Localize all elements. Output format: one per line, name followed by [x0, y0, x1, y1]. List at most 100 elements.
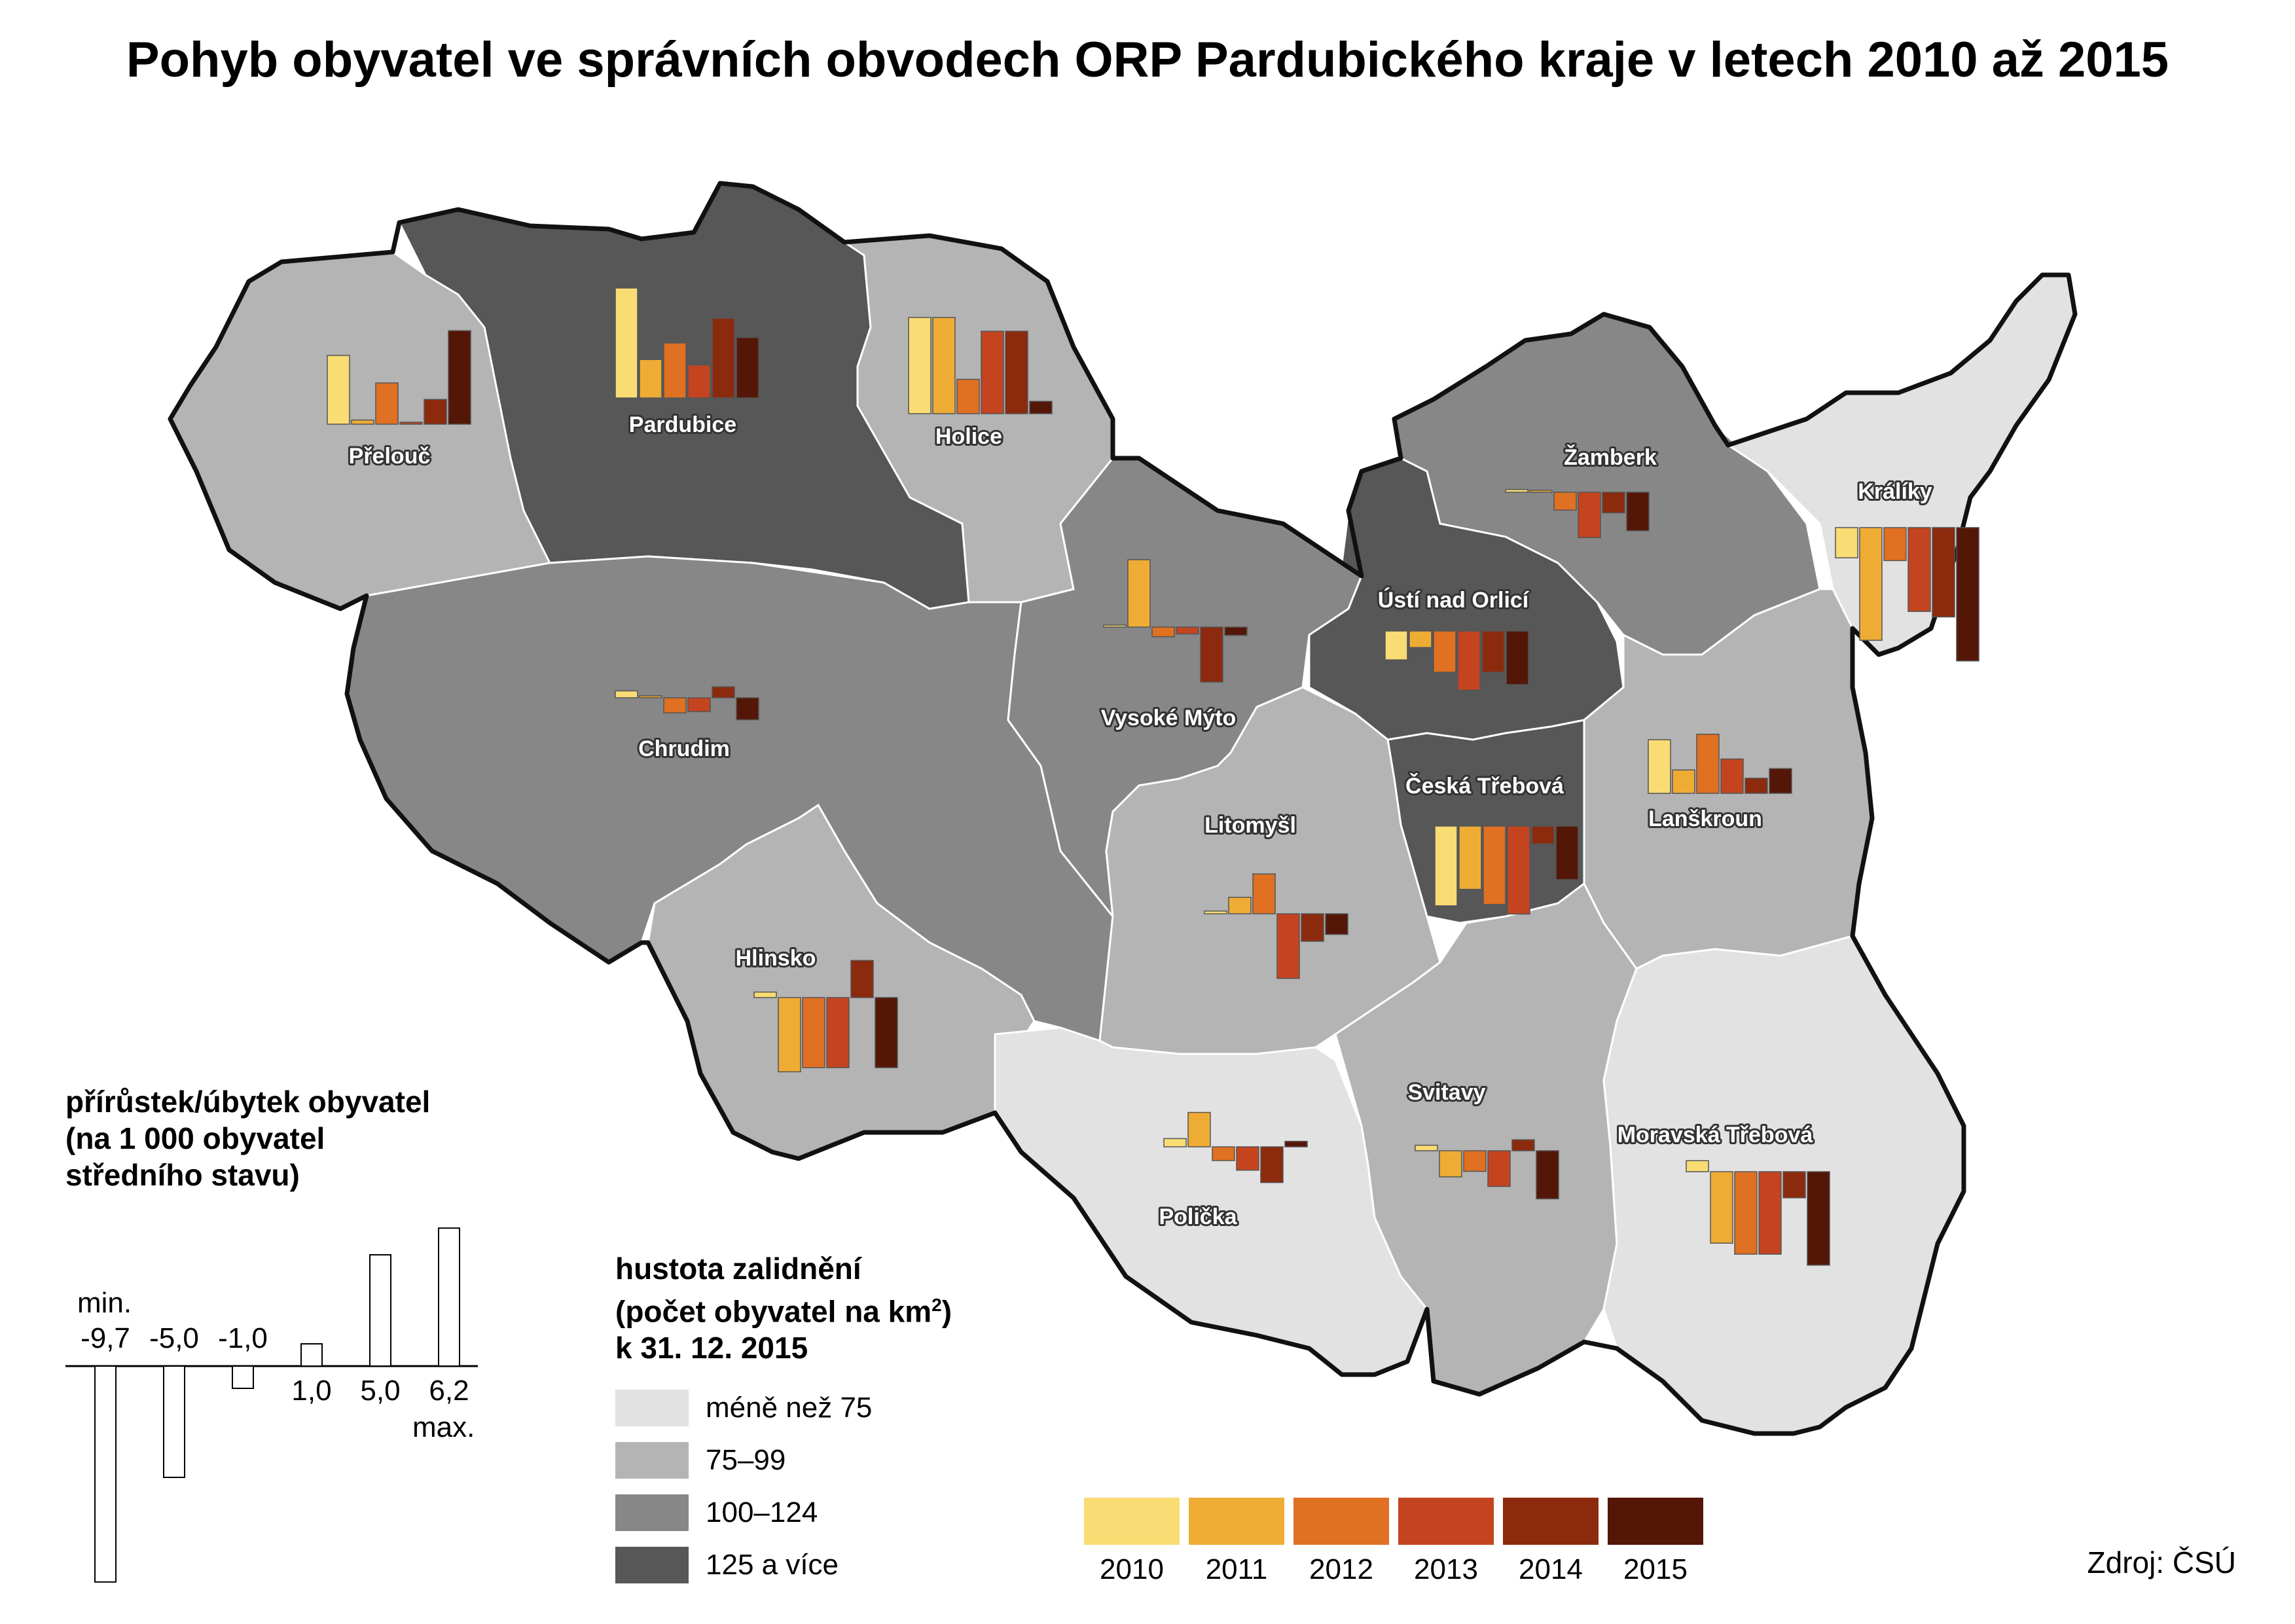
label-zamberk: Žamberk [1564, 445, 1657, 470]
bar-zamberk-2010 [1505, 489, 1528, 493]
bar-svitavy-2014 [1511, 1139, 1535, 1151]
bar-zamberk-2015 [1626, 492, 1650, 532]
bar-policka-2012 [1212, 1146, 1235, 1161]
year-legend: 2010 2011 2012 2013 2014 2015 [1084, 1498, 1703, 1585]
bar-lanskroun-2012 [1696, 733, 1720, 794]
bar-policka-2011 [1187, 1111, 1211, 1147]
bar-litomysl-2014 [1301, 913, 1324, 942]
legend-bar-label-0: -9,7 [81, 1322, 130, 1354]
bar-lanskroun-2010 [1648, 739, 1671, 794]
density-swatch-lt75 [615, 1390, 689, 1426]
label-pardubice: Pardubice [629, 412, 736, 437]
bar-zamberk-2011 [1529, 490, 1553, 493]
bar-moravska-trebova-2012 [1734, 1171, 1758, 1255]
bar-prelouc-2011 [351, 419, 374, 425]
legend-bar-5 [438, 1227, 460, 1367]
bar-scale-legend: -9,7 -5,0 -1,0 1,0 5,0 6,2 min. max. [65, 1227, 478, 1583]
bar-chart-ceska-trebova [1434, 825, 1579, 915]
bar-chart-holice [908, 317, 1053, 414]
bar-vysoke-myto-2014 [1200, 626, 1223, 683]
bar-chart-chrudim [615, 686, 759, 721]
bar-svitavy-2010 [1415, 1144, 1438, 1151]
bar-chrudim-2012 [663, 697, 687, 713]
year-swatch-2015 [1608, 1498, 1703, 1545]
label-policka: Polička [1159, 1204, 1237, 1229]
bar-holice-2015 [1029, 401, 1053, 414]
year-label-2012: 2012 [1309, 1553, 1373, 1585]
bar-usti-nad-orlici-2012 [1433, 630, 1456, 673]
density-swatch-100-124 [615, 1494, 689, 1531]
legend-bar-0 [94, 1365, 117, 1583]
bar-litomysl-2011 [1228, 897, 1252, 914]
legend-bars-title-line2: (na 1 000 obyvatel [65, 1121, 325, 1155]
legend-bar-3 [300, 1343, 323, 1367]
bar-kraliky-2012 [1883, 527, 1907, 562]
bar-prelouc-2015 [448, 330, 471, 425]
density-label-75-99: 75–99 [706, 1444, 786, 1476]
bar-kraliky-2015 [1956, 527, 1979, 662]
bar-ceska-trebova-2011 [1458, 825, 1482, 890]
bar-litomysl-2012 [1252, 873, 1276, 914]
legend-max-label: max. [412, 1411, 475, 1443]
bar-prelouc-2010 [327, 355, 350, 425]
bar-usti-nad-orlici-2010 [1384, 630, 1408, 660]
bar-chrudim-2011 [639, 695, 662, 698]
bar-policka-2014 [1260, 1146, 1284, 1183]
bar-prelouc-2013 [399, 422, 423, 425]
legend-bar-label-3: 1,0 [291, 1375, 331, 1407]
bar-zamberk-2014 [1602, 492, 1625, 514]
legend-density-title-line3: k 31. 12. 2015 [615, 1331, 808, 1365]
bar-chrudim-2015 [736, 697, 759, 721]
label-vysoke-myto: Vysoké Mýto [1101, 706, 1237, 731]
bar-policka-2015 [1284, 1140, 1308, 1147]
bar-ceska-trebova-2010 [1434, 825, 1458, 907]
regions-layer [169, 182, 2076, 1435]
bar-usti-nad-orlici-2013 [1457, 630, 1481, 691]
label-kraliky: Králíky [1858, 479, 1932, 504]
label-holice: Holice [935, 424, 1002, 449]
bar-chart-lanskroun [1648, 733, 1792, 794]
bar-policka-2010 [1163, 1138, 1187, 1147]
density-label-125plus: 125 a více [706, 1549, 839, 1581]
bar-kraliky-2010 [1835, 527, 1858, 558]
bar-chart-svitavy [1415, 1139, 1559, 1200]
bar-vysoke-myto-2010 [1103, 624, 1127, 628]
bar-svitavy-2013 [1487, 1150, 1511, 1187]
label-prelouc: Přelouč [349, 444, 431, 469]
bar-holice-2010 [908, 317, 931, 414]
label-lanskroun: Lanškroun [1648, 806, 1762, 831]
density-legend: méně než 75 75–99 100–124 125 a více [615, 1390, 872, 1583]
bar-vysoke-myto-2015 [1224, 626, 1248, 636]
density-label-lt75: méně než 75 [706, 1392, 872, 1424]
bar-prelouc-2014 [424, 399, 447, 425]
density-swatch-75-99 [615, 1442, 689, 1479]
legend-bar-1 [163, 1365, 185, 1478]
year-label-2014: 2014 [1519, 1553, 1583, 1585]
label-usti: Ústí nad Orlicí [1378, 588, 1530, 613]
year-swatch-2010 [1084, 1498, 1180, 1545]
bar-pardubice-2013 [687, 364, 711, 399]
bar-ceska-trebova-2013 [1507, 825, 1530, 915]
legend-bars-title-line3: středního stavu) [65, 1158, 300, 1192]
legend-min-label: min. [77, 1287, 132, 1319]
bar-chart-moravska-trebova [1686, 1160, 1830, 1266]
bar-chart-vysoke-myto [1103, 559, 1248, 683]
bar-pardubice-2015 [736, 336, 759, 399]
bar-ceska-trebova-2012 [1483, 825, 1506, 905]
bar-holice-2014 [1005, 331, 1028, 414]
year-swatch-2012 [1293, 1498, 1389, 1545]
kraj-outline [168, 181, 2078, 1436]
label-svitavy: Svitavy [1407, 1080, 1485, 1105]
bar-lanskroun-2013 [1720, 758, 1744, 794]
bar-litomysl-2010 [1204, 911, 1227, 914]
bar-chart-pardubice [615, 287, 759, 399]
bar-holice-2013 [981, 331, 1004, 414]
year-label-2015: 2015 [1623, 1553, 1688, 1585]
bar-kraliky-2014 [1932, 527, 1955, 618]
legend-density-title-line2: (počet obyvatel na km2) [615, 1287, 952, 1329]
label-ceska-trebova: Česká Třebová [1405, 773, 1564, 799]
bar-moravska-trebova-2011 [1710, 1171, 1733, 1244]
bar-svitavy-2011 [1439, 1150, 1462, 1178]
bar-hlinsko-2015 [875, 997, 898, 1068]
